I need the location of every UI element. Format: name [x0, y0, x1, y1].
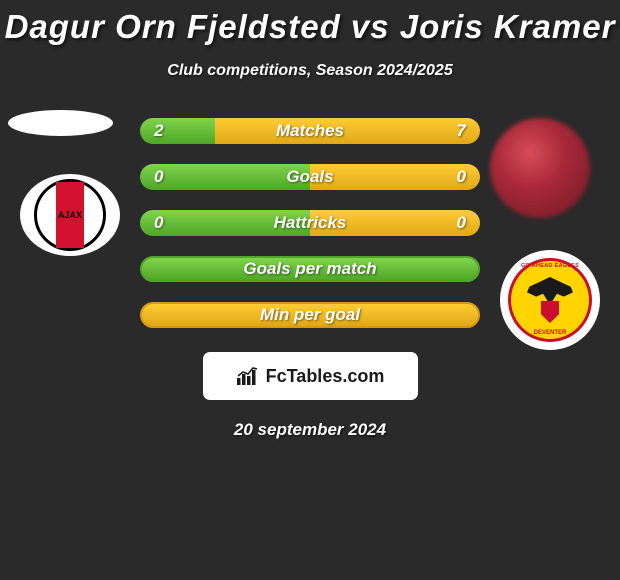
stat-row: 0 0 Hattricks [140, 210, 480, 236]
stat-label: Goals per match [243, 259, 376, 279]
shield-icon [541, 301, 559, 323]
gae-badge: GO AHEAD EAGLES DEVENTER [508, 258, 592, 342]
stat-rows: 2 7 Matches 0 0 Goals 0 0 Hattricks Goals per mat… [140, 118, 480, 328]
stat-label: Min per goal [260, 305, 360, 325]
brand-text: FcTables.com [266, 366, 385, 387]
club-logo-left: AJAX [20, 174, 120, 256]
brand-badge: FcTables.com [203, 352, 418, 400]
stat-row: Min per goal [140, 302, 480, 328]
stat-bar-right [215, 118, 480, 144]
stat-row: 2 7 Matches [140, 118, 480, 144]
stat-value-left: 0 [154, 167, 163, 187]
stat-label: Hattricks [274, 213, 347, 233]
stat-row: 0 0 Goals [140, 164, 480, 190]
bar-chart-icon [236, 366, 260, 386]
player-left-avatar [8, 110, 113, 136]
ajax-text-top: AJAX [58, 211, 82, 220]
club-logo-right: GO AHEAD EAGLES DEVENTER [500, 250, 600, 350]
player-right-avatar [490, 118, 590, 218]
date-line: 20 september 2024 [0, 420, 620, 440]
stat-bar-right [310, 164, 480, 190]
stat-label: Matches [276, 121, 344, 141]
gae-text-top: GO AHEAD EAGLES [521, 263, 579, 269]
stat-value-left: 2 [154, 121, 163, 141]
subtitle: Club competitions, Season 2024/2025 [0, 62, 620, 80]
ajax-badge: AJAX [34, 179, 106, 251]
stat-value-right: 7 [457, 121, 466, 141]
stat-label: Goals [286, 167, 333, 187]
page-title: Dagur Orn Fjeldsted vs Joris Kramer [0, 0, 620, 46]
comparison-panel: AJAX GO AHEAD EAGLES DEVENTER 2 7 Matches 0… [0, 118, 620, 440]
stat-value-right: 0 [457, 213, 466, 233]
stat-bar-left [140, 118, 215, 144]
stat-row: Goals per match [140, 256, 480, 282]
stat-value-left: 0 [154, 213, 163, 233]
eagle-icon [527, 277, 573, 305]
stat-bar-left [140, 164, 310, 190]
gae-text-bottom: DEVENTER [534, 330, 567, 336]
stat-value-right: 0 [457, 167, 466, 187]
